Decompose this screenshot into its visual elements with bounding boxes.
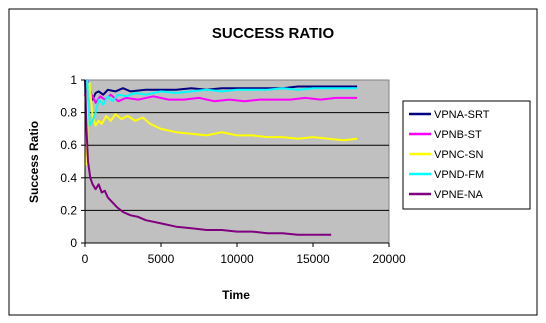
x-tick-label: 5000 — [148, 252, 175, 266]
legend-label-vpnd-fm: VPND-FM — [434, 169, 484, 181]
series-line-vpnb-st — [84, 79, 358, 104]
x-tick-label: 10000 — [220, 252, 254, 266]
legend-label-vpnb-st: VPNB-ST — [434, 129, 482, 141]
series-line-vpna-srt — [84, 79, 358, 101]
y-tick-label: 1 — [70, 73, 77, 87]
series-line-vpnc-sn — [84, 82, 358, 166]
legend: VPNA-SRT VPNB-ST VPNC-SN VPND-FM VPNE-NA — [402, 100, 531, 210]
legend-label-vpna-srt: VPNA-SRT — [434, 109, 490, 121]
series-line-vpne-na — [84, 79, 332, 236]
plot-background — [84, 79, 390, 244]
x-tick-label: 0 — [82, 252, 89, 266]
x-axis-title: Time — [222, 288, 250, 302]
x-tick-label: 20000 — [372, 252, 406, 266]
series-group — [84, 79, 358, 236]
legend-label-vpne-na: VPNE-NA — [434, 189, 484, 201]
y-axis-title: Success Ratio — [27, 121, 41, 203]
legend-label-vpnc-sn: VPNC-SN — [434, 149, 484, 161]
y-tick-label: 0.2 — [60, 203, 77, 217]
x-tick-label: 15000 — [296, 252, 330, 266]
y-tick-label: 0.4 — [60, 171, 77, 185]
y-tick-label: 0.6 — [60, 138, 77, 152]
y-tick-label: 0.8 — [60, 106, 77, 120]
plot-area — [84, 79, 390, 244]
axes: 0 0.2 0.4 0.6 0.8 1 0 5000 10000 15000 20000 — [60, 73, 406, 266]
y-tick-label: 0 — [70, 236, 77, 250]
chart-title: SUCCESS RATIO — [212, 25, 335, 42]
series-line-vpnd-fm — [84, 79, 358, 127]
